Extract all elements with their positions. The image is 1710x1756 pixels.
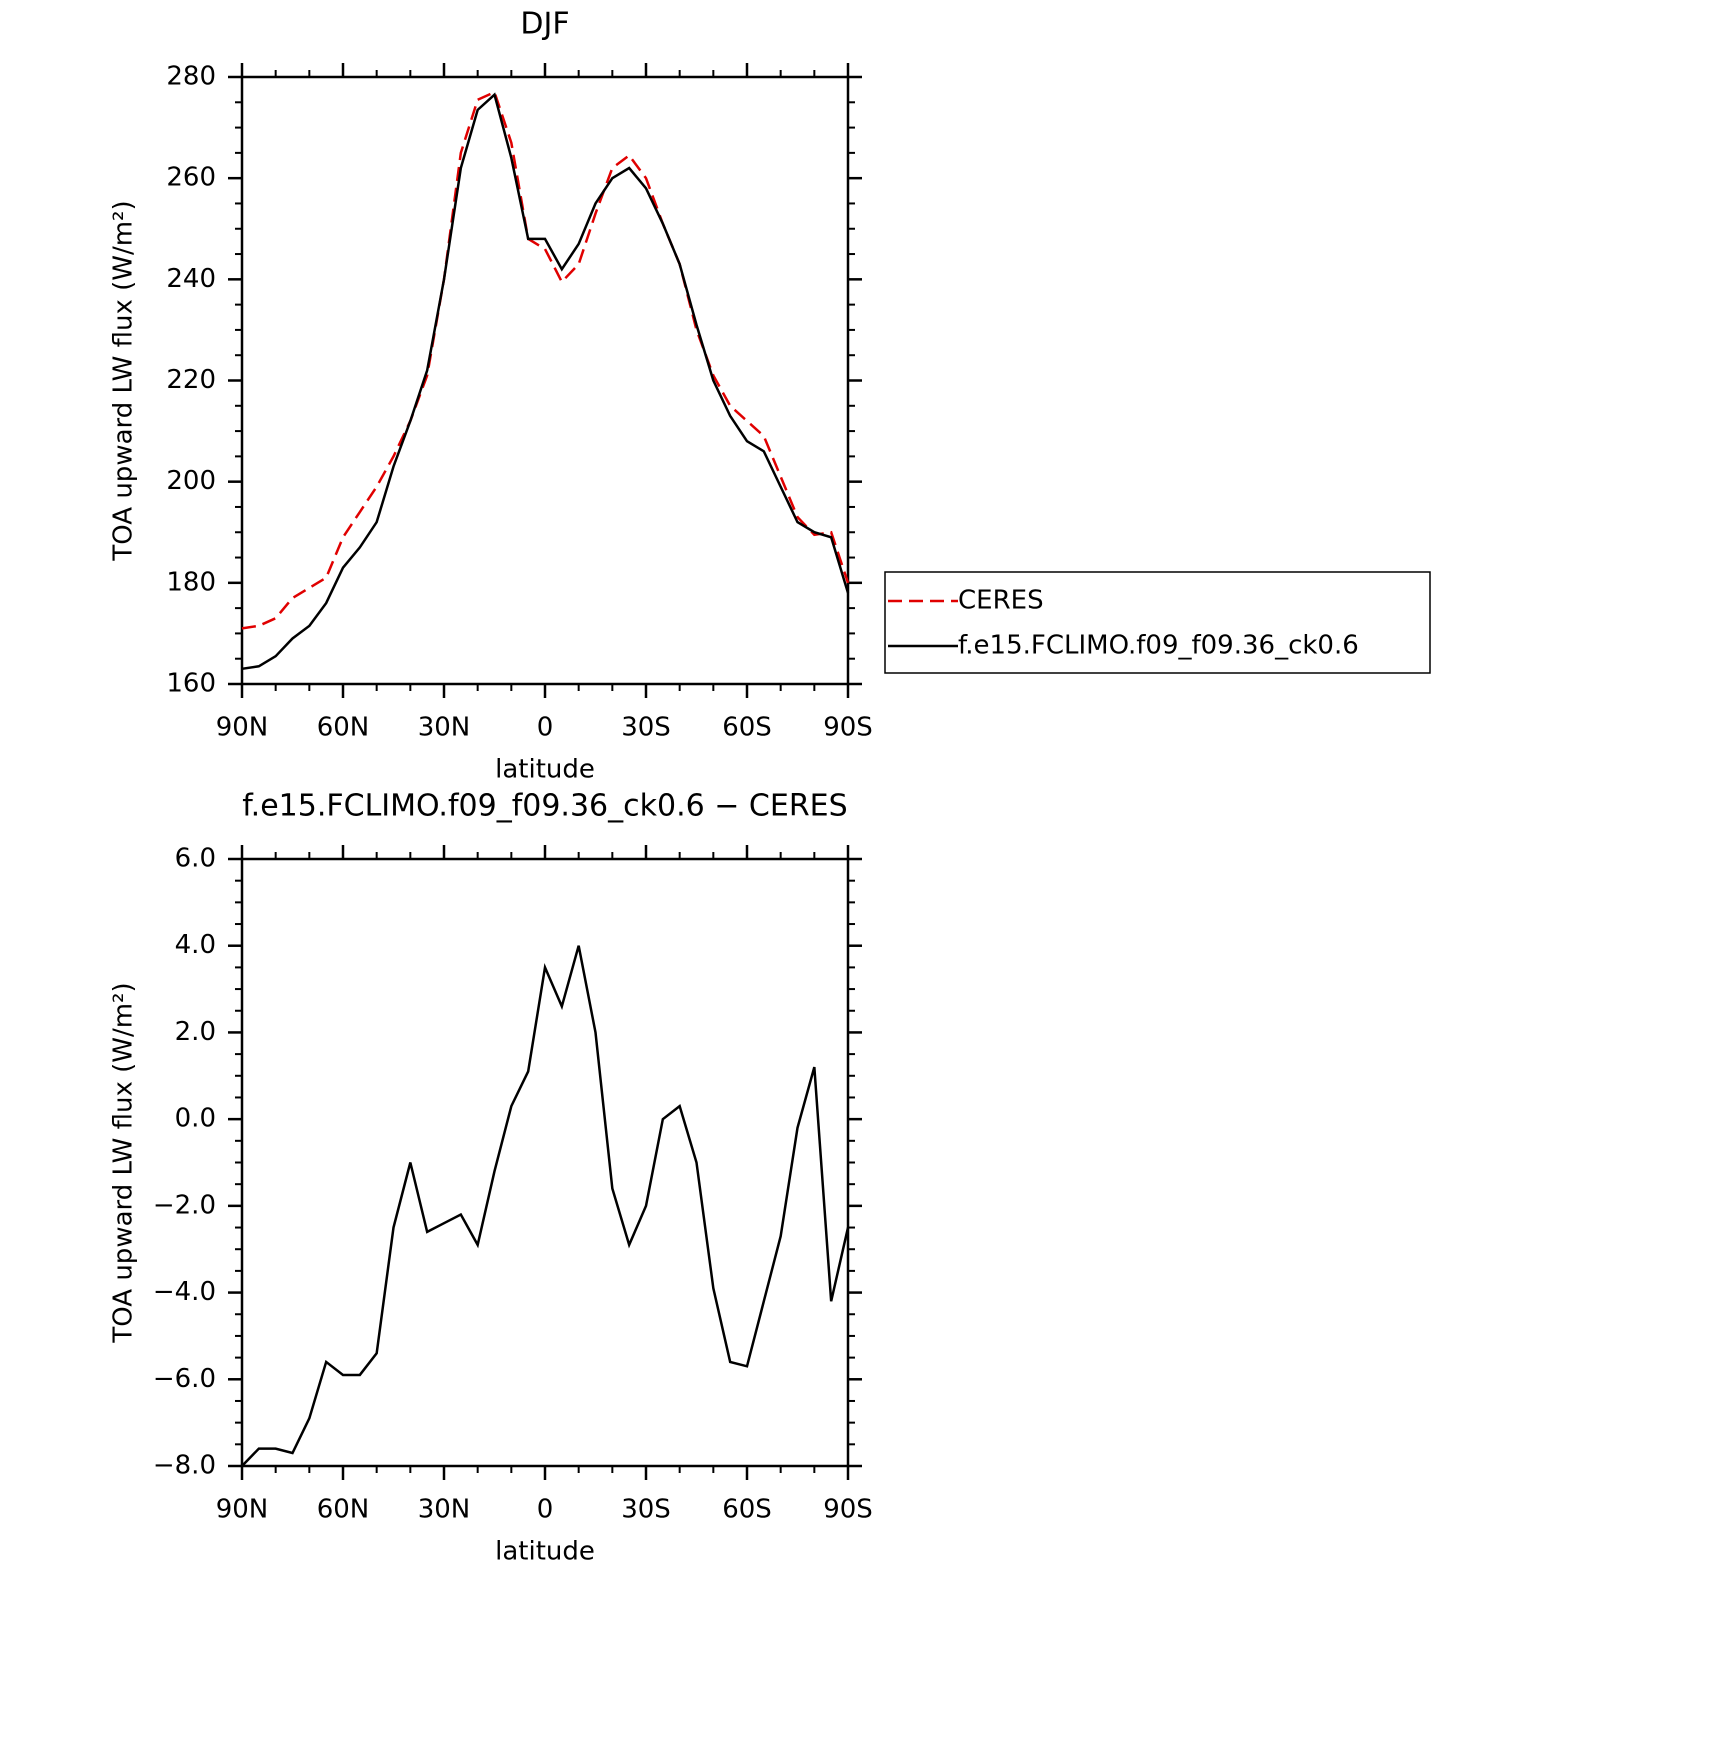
x-tick-label: 30S bbox=[621, 713, 671, 743]
y-tick-label: 6.0 bbox=[175, 844, 216, 874]
x-axis-label: latitude bbox=[495, 1537, 595, 1567]
y-tick-label: −8.0 bbox=[153, 1451, 216, 1481]
x-tick-label: 90S bbox=[823, 1495, 873, 1525]
data-line bbox=[241, 92, 850, 671]
x-tick-label: 90N bbox=[216, 713, 269, 743]
y-tick-label: −2.0 bbox=[153, 1190, 216, 1220]
plot-frame bbox=[240, 75, 850, 686]
y-tick-label: 160 bbox=[166, 669, 216, 699]
y-tick-label: 4.0 bbox=[175, 930, 216, 960]
y-tick-label: 260 bbox=[166, 163, 216, 193]
y-tick-label: 2.0 bbox=[175, 1017, 216, 1047]
plot-frame bbox=[240, 857, 850, 1468]
chart-title: DJF bbox=[520, 7, 569, 42]
x-tick-label: 30S bbox=[621, 1495, 671, 1525]
y-tick-label: 0.0 bbox=[175, 1104, 216, 1134]
chart-title: f.e15.FCLIMO.f09_f09.36_ck0.6 − CERES bbox=[242, 789, 847, 824]
x-tick-label: 90N bbox=[216, 1495, 269, 1525]
y-tick-label: −6.0 bbox=[153, 1364, 216, 1394]
y-tick-label: 280 bbox=[166, 62, 216, 92]
x-axis-label: latitude bbox=[495, 755, 595, 785]
y-tick-label: 220 bbox=[166, 365, 216, 395]
x-tick-label: 90S bbox=[823, 713, 873, 743]
x-tick-label: 30N bbox=[418, 1495, 471, 1525]
x-tick-label: 60S bbox=[722, 713, 772, 743]
y-tick-label: 200 bbox=[166, 466, 216, 496]
legend-box bbox=[884, 571, 1431, 674]
x-tick-label: 0 bbox=[537, 713, 554, 743]
x-tick-label: 60N bbox=[317, 713, 370, 743]
y-axis-label: TOA upward LW flux (W/m²) bbox=[109, 200, 139, 561]
y-axis-label: TOA upward LW flux (W/m²) bbox=[109, 982, 139, 1343]
x-tick-label: 30N bbox=[418, 713, 471, 743]
data-line bbox=[241, 90, 850, 630]
x-tick-label: 0 bbox=[537, 1495, 554, 1525]
legend-label: CERES bbox=[958, 586, 1044, 616]
x-tick-label: 60N bbox=[317, 1495, 370, 1525]
x-tick-label: 60S bbox=[722, 1495, 772, 1525]
legend-label: f.e15.FCLIMO.f09_f09.36_ck0.6 bbox=[958, 631, 1359, 661]
data-line bbox=[241, 945, 850, 1467]
y-tick-label: 180 bbox=[166, 567, 216, 597]
y-tick-label: 240 bbox=[166, 264, 216, 294]
y-tick-label: −4.0 bbox=[153, 1277, 216, 1307]
